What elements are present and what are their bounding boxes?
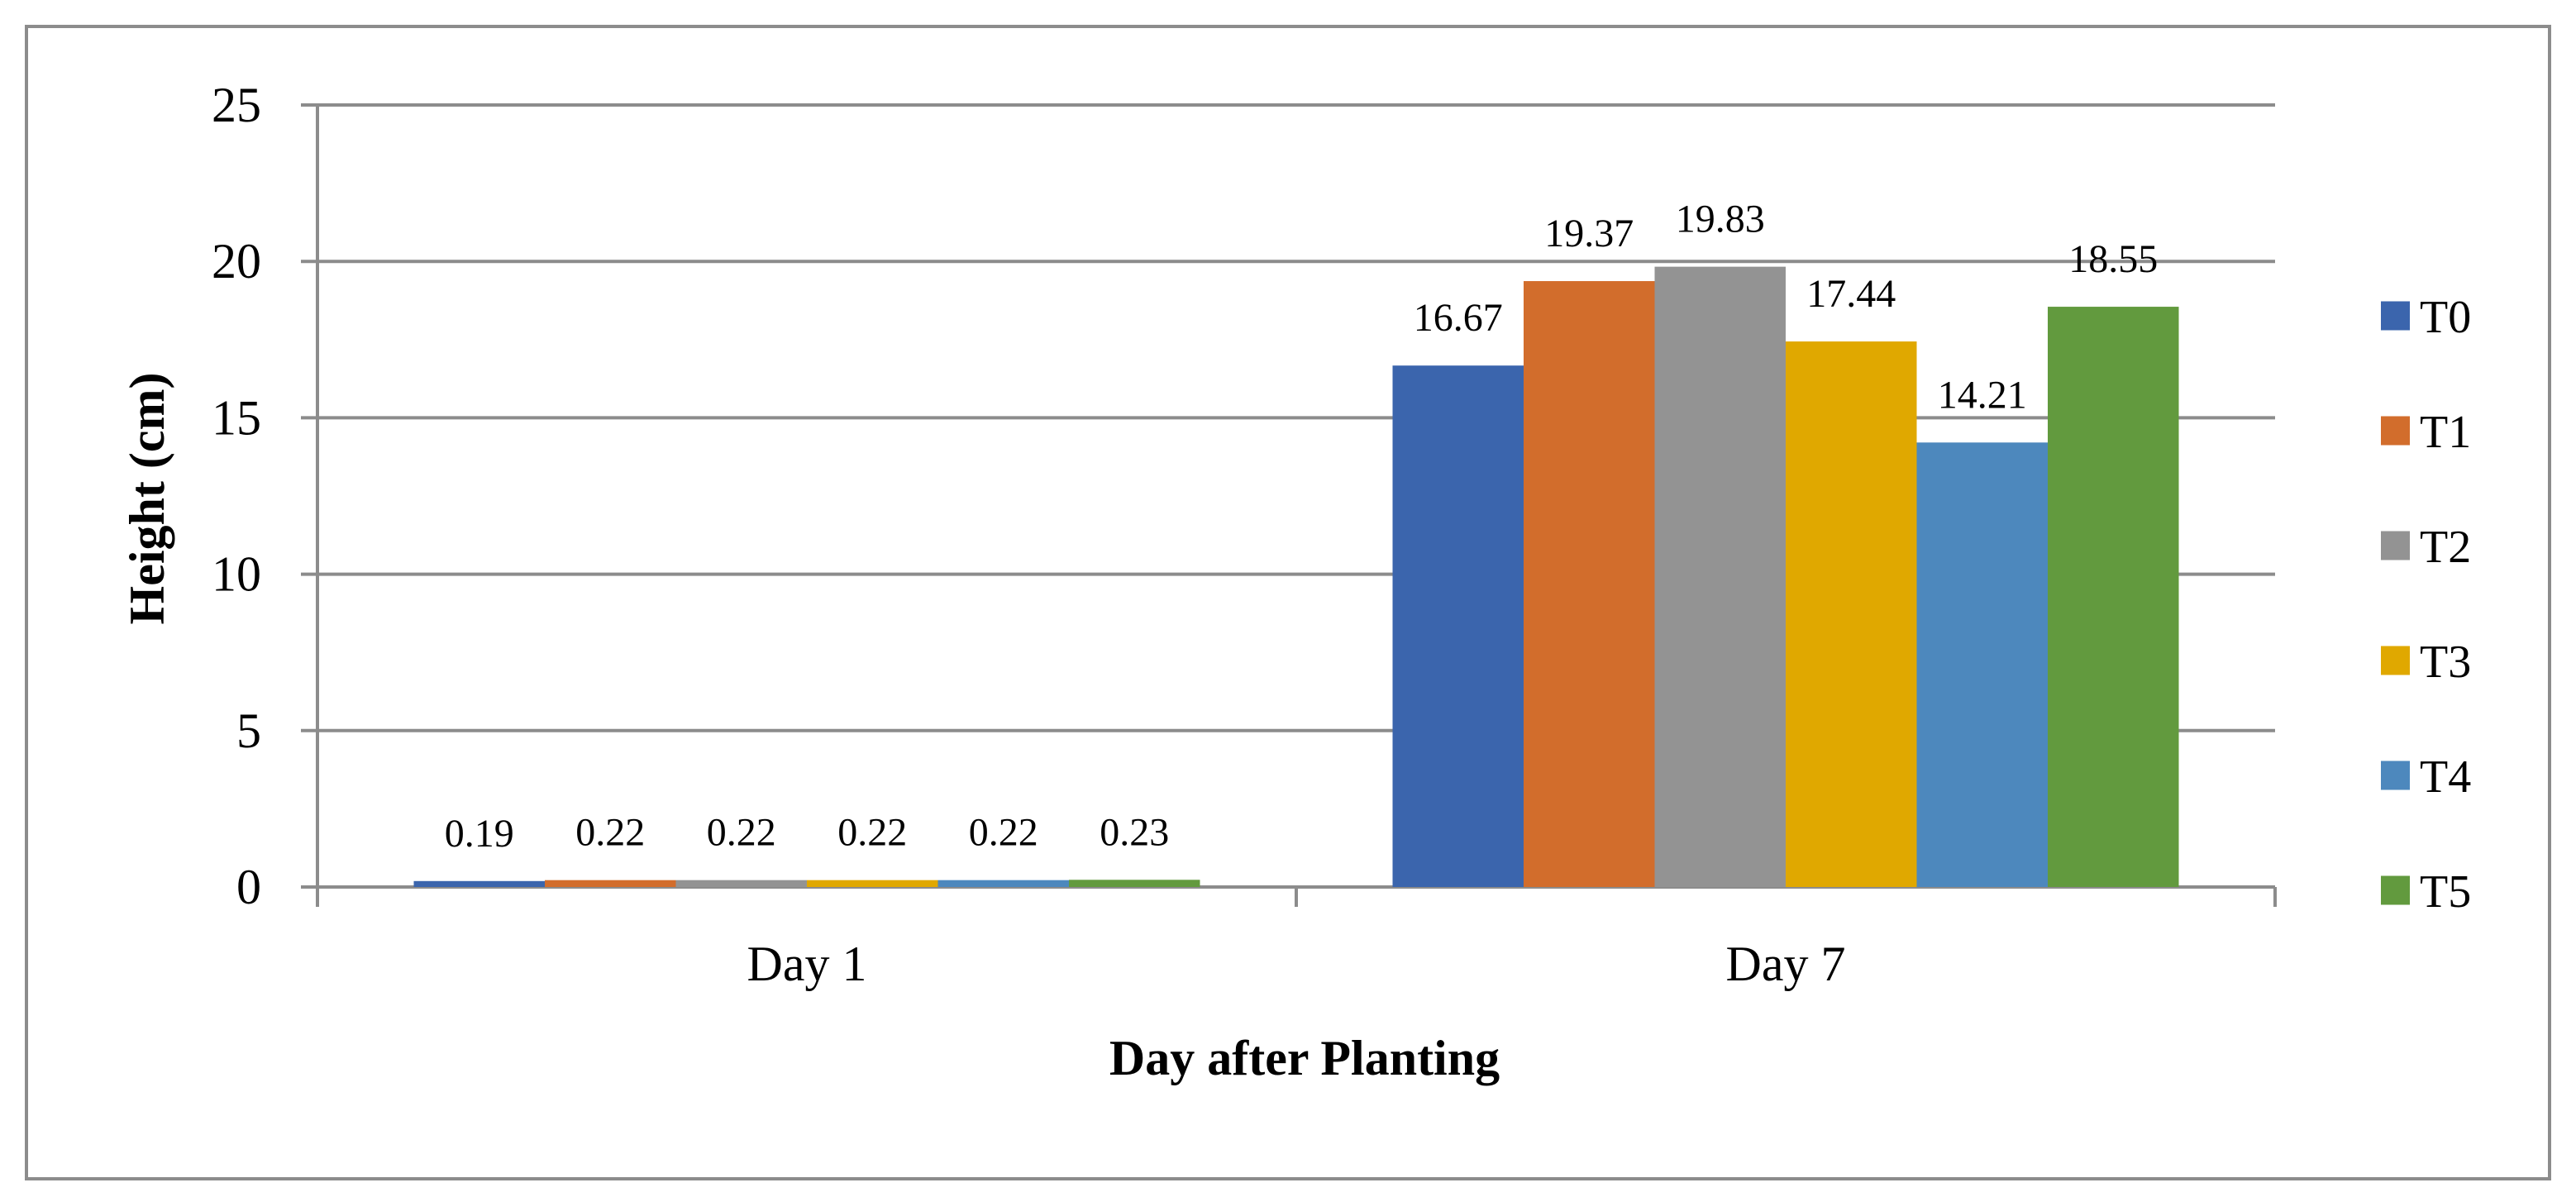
- bar-t3-day-7: [1786, 341, 1917, 887]
- legend-swatch-t5: [2381, 875, 2410, 905]
- bars: [413, 266, 2179, 888]
- bar-t5-day-1: [1069, 880, 1200, 887]
- legend-swatch-t2: [2381, 531, 2410, 560]
- x-category-label: Day 7: [1726, 937, 1846, 991]
- legend-swatch-t1: [2381, 416, 2410, 446]
- x-category-label: Day 1: [747, 937, 867, 991]
- bar-t0-day-7: [1392, 365, 1524, 887]
- bar-t2-day-1: [675, 880, 807, 887]
- data-label: 0.19: [445, 812, 514, 856]
- legend-label-t5: T5: [2420, 866, 2471, 918]
- data-label: 17.44: [1806, 272, 1896, 316]
- y-tick-label: 15: [212, 390, 261, 445]
- axes: 0 5 10 15 20 25 Day 1 Day 7: [212, 78, 2277, 991]
- legend-label-t3: T3: [2420, 637, 2471, 688]
- y-tick-label: 25: [212, 78, 261, 132]
- data-label: 19.83: [1676, 198, 1765, 241]
- legend: T0 T1 T2 T3 T4 T5: [2381, 292, 2471, 918]
- bar-t5-day-7: [2048, 307, 2179, 887]
- data-label: 18.55: [2068, 237, 2158, 281]
- data-label: 0.22: [707, 811, 776, 855]
- legend-swatch-t3: [2381, 646, 2410, 675]
- data-label: 0.23: [1100, 810, 1169, 854]
- bar-t4-day-1: [937, 880, 1069, 887]
- bar-t0-day-1: [413, 880, 545, 887]
- data-labels: 0.19 16.67 0.22 19.37 0.22 19.83 0.22 17.44 0.22…: [445, 198, 2159, 856]
- y-tick-label: 5: [236, 703, 261, 758]
- data-label: 14.21: [1938, 373, 2027, 417]
- legend-label-t0: T0: [2420, 292, 2471, 343]
- x-axis-title: Day after Planting: [1109, 1031, 1500, 1085]
- y-tick-label: 10: [212, 547, 261, 602]
- bar-t3-day-1: [807, 880, 938, 887]
- y-axis-title: Height (cm): [120, 373, 174, 625]
- data-label: 19.37: [1544, 212, 1634, 255]
- legend-swatch-t4: [2381, 761, 2410, 790]
- legend-label-t2: T2: [2420, 522, 2471, 573]
- bar-t1-day-1: [545, 880, 676, 887]
- y-tick-label: 0: [236, 860, 261, 914]
- data-label: 16.67: [1414, 296, 1503, 340]
- y-tick-label: 20: [212, 234, 261, 289]
- data-label: 0.22: [837, 811, 907, 855]
- data-label: 0.22: [575, 811, 645, 855]
- bar-t1-day-7: [1524, 281, 1655, 888]
- legend-label-t4: T4: [2420, 751, 2471, 803]
- bar-t4-day-7: [1916, 442, 2048, 887]
- data-label: 0.22: [969, 811, 1038, 855]
- legend-label-t1: T1: [2420, 407, 2471, 458]
- bar-t2-day-7: [1654, 266, 1786, 887]
- legend-swatch-t0: [2381, 301, 2410, 331]
